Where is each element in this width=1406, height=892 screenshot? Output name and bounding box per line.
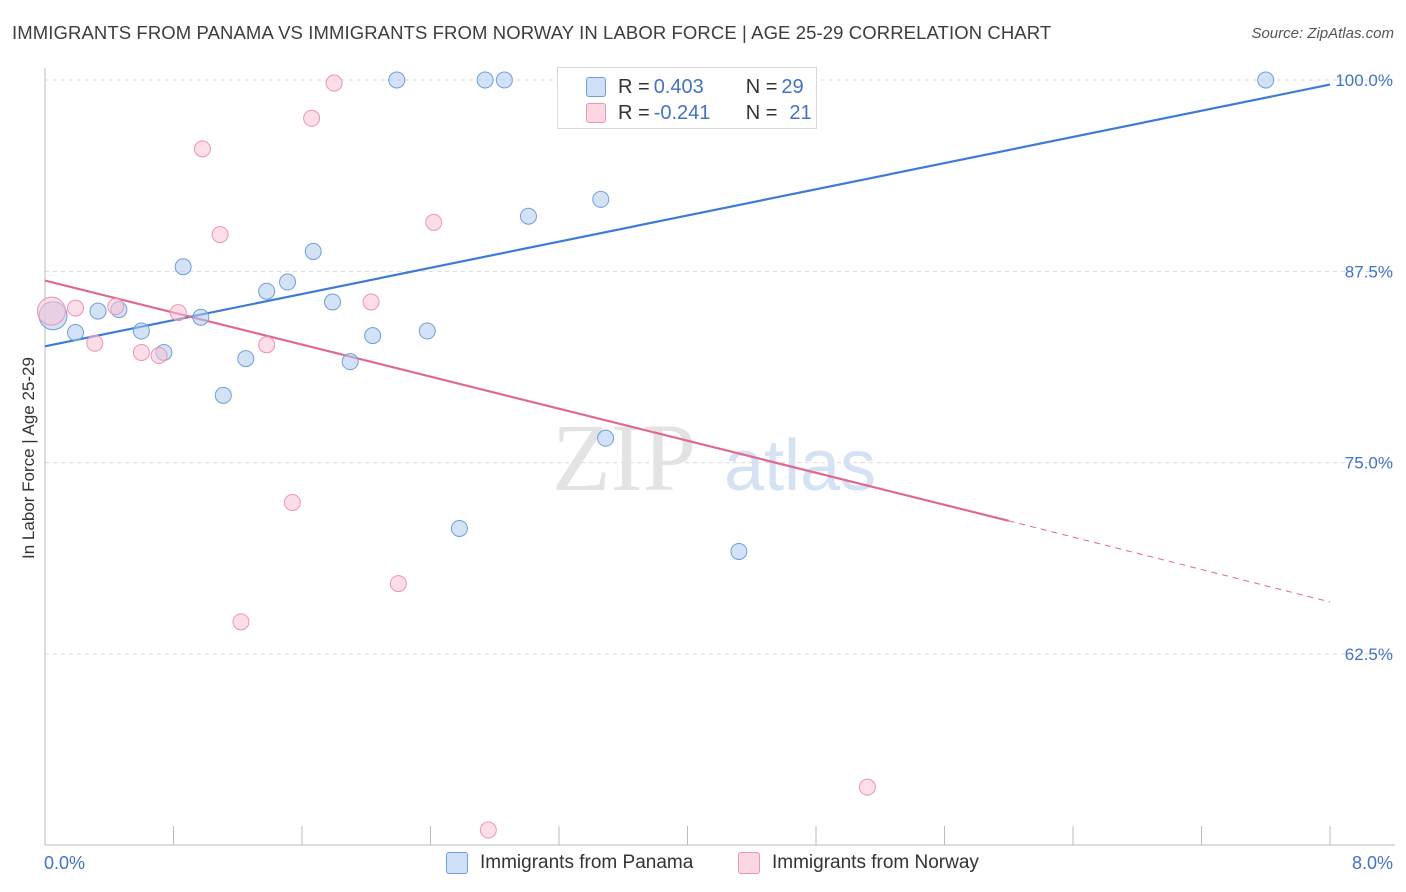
y-tick-label: 87.5% (1345, 262, 1393, 281)
legend-label-norway: Immigrants from Norway (772, 852, 979, 873)
norway-swatch (738, 852, 760, 874)
panama-point (132, 322, 150, 340)
norway-point (67, 299, 85, 317)
norway-point (479, 821, 497, 839)
axes (44, 68, 1395, 846)
data-points (36, 71, 1275, 839)
y-axis-title: In Labor Force | Age 25-29 (19, 357, 38, 559)
norway-swatch (586, 103, 606, 123)
watermark-atlas: atlas (724, 426, 876, 506)
legend-item-panama: Immigrants from Panama (446, 852, 693, 874)
norway-point (258, 336, 276, 354)
norway-point (325, 74, 343, 92)
panama-swatch (446, 852, 468, 874)
source-credit: Source: ZipAtlas.com (1251, 25, 1394, 42)
panama-point (324, 293, 342, 311)
panama-point (279, 273, 297, 291)
norway-point (193, 140, 211, 158)
norway-point (107, 298, 125, 316)
norway-point (425, 213, 443, 231)
legend-row-norway: R = -0.241 N = 21 (558, 100, 812, 126)
n-value: 29 (781, 75, 804, 98)
trend-lines (44, 83, 1331, 603)
norway-point (150, 347, 168, 365)
grid-lines (45, 79, 1395, 655)
panama-point (418, 322, 436, 340)
x-tick-label: 0.0% (44, 853, 85, 873)
panama-point (174, 258, 192, 276)
watermark: ZIP atlas (552, 404, 876, 511)
panama-point (341, 353, 359, 371)
panama-point (67, 324, 85, 342)
norway-point (283, 493, 301, 511)
panama-point (519, 207, 537, 225)
legend-row-panama: R = 0.403 N = 29 (558, 74, 804, 100)
series-legend: Immigrants from Panama Immigrants from N… (0, 852, 1406, 878)
x-tick-label: 8.0% (1352, 853, 1393, 873)
y-tick-label: 62.5% (1345, 645, 1393, 664)
n-label: N = (745, 75, 778, 98)
panama-point (1257, 71, 1275, 89)
norway-point (86, 334, 104, 352)
tick-labels: 62.5% 75.0% 87.5% 100.0% 0.0% 8.0% (44, 71, 1393, 873)
norway-point (858, 778, 876, 796)
norway-point (169, 304, 187, 322)
n-value: 21 (789, 101, 812, 124)
norway-point (36, 296, 66, 326)
panama-point (304, 242, 322, 260)
norway-trend-line (44, 279, 1010, 522)
correlation-legend: R = 0.403 N = 29 R = -0.241 N = 21 (557, 67, 817, 129)
norway-point (362, 293, 380, 311)
r-value: 0.403 (653, 75, 704, 98)
watermark-zip: ZIP (552, 404, 696, 511)
panama-point (495, 71, 513, 89)
r-label: R = (618, 75, 650, 98)
panama-swatch (586, 77, 606, 97)
panama-point (192, 308, 210, 326)
norway-trend-extension (1008, 520, 1331, 603)
n-label: N = (745, 101, 778, 124)
panama-point (592, 190, 610, 208)
norway-point (232, 613, 250, 631)
panama-point (89, 302, 107, 320)
panama-point (214, 386, 232, 404)
r-label: R = (618, 101, 650, 124)
panama-point (388, 71, 406, 89)
panama-point (237, 350, 255, 368)
panama-point (730, 542, 748, 560)
norway-point (389, 575, 407, 593)
panama-trend-line (44, 83, 1331, 348)
legend-label-panama: Immigrants from Panama (480, 852, 694, 873)
y-tick-label: 100.0% (1335, 71, 1393, 90)
legend-item-norway: Immigrants from Norway (738, 852, 979, 874)
chart-title: IMMIGRANTS FROM PANAMA VS IMMIGRANTS FRO… (12, 22, 1052, 43)
panama-point (364, 327, 382, 345)
norway-point (211, 226, 229, 244)
y-tick-label: 75.0% (1345, 454, 1393, 473)
norway-point (303, 109, 321, 127)
panama-point (476, 71, 494, 89)
panama-point (450, 519, 468, 537)
r-value: -0.241 (653, 101, 711, 124)
panama-point (258, 282, 276, 300)
panama-point (597, 429, 615, 447)
norway-point (132, 343, 150, 361)
